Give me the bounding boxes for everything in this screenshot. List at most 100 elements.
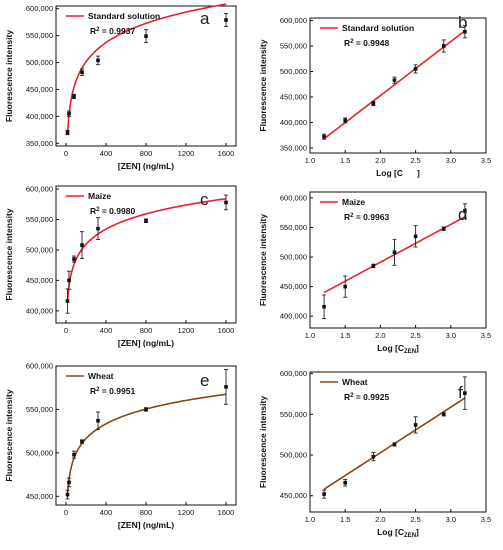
- data-point: [67, 480, 71, 485]
- legend-label: Wheat: [88, 371, 114, 381]
- r-squared-label: R2 = 0.9963: [344, 212, 389, 222]
- data-point: [463, 29, 467, 34]
- y-tick-label: 400,000: [26, 306, 53, 315]
- data-point: [96, 58, 100, 63]
- x-tick-label: 0: [64, 149, 68, 158]
- x-axis-title: [ZEN] (ng/mL): [118, 520, 174, 530]
- y-tick-label: 600,000: [26, 4, 53, 13]
- plot-frame: [55, 185, 237, 324]
- x-tick-label: 3.5: [481, 515, 491, 524]
- x-tick-label: 1.5: [340, 156, 350, 165]
- y-tick-label: 600,000: [280, 369, 307, 378]
- chart-panel-c: 0 400 800 1200 1600 400,000 450,000 500,000 550,…: [4, 185, 237, 348]
- legend-label: Standard solution: [88, 11, 160, 21]
- x-tick-label: 1200: [178, 508, 195, 517]
- x-tick-label: 3.0: [446, 331, 456, 340]
- x-axis-title: [ZEN] (ng/mL): [118, 338, 174, 348]
- y-tick-label: 500,000: [26, 58, 53, 67]
- y-tick-label: 450,000: [26, 85, 53, 94]
- y-tick-label: 450,000: [26, 492, 53, 501]
- data-point: [343, 480, 347, 485]
- data-point: [144, 34, 148, 38]
- data-point: [463, 209, 467, 213]
- data-point: [80, 70, 84, 75]
- data-point: [413, 423, 418, 427]
- panel-letter: a: [200, 9, 210, 28]
- x-tick-label: 3.0: [446, 515, 456, 524]
- data-point: [80, 439, 84, 444]
- panel-letter: e: [200, 371, 209, 390]
- y-tick-label: 600,000: [26, 185, 53, 194]
- data-point: [343, 118, 347, 123]
- chart-panel-e: 0 400 800 1200 1600 450,000 500,000 550,000 600,…: [4, 362, 237, 530]
- data-point: [224, 200, 228, 205]
- fit-line: [323, 30, 466, 140]
- data-point: [441, 44, 446, 48]
- legend-label: Wheat: [342, 377, 368, 387]
- data-point: [371, 264, 376, 268]
- r-squared-label: R2 = 0.9937: [90, 26, 135, 36]
- x-tick-label: 1.5: [340, 331, 350, 340]
- r-squared-label: R2 = 0.9925: [344, 392, 389, 402]
- data-point: [224, 18, 228, 22]
- legend-label: Maize: [88, 191, 111, 201]
- data-point: [392, 78, 397, 82]
- chart-panel-a: 0 400 800 1200 1600 350,000 400,000 450,000 500,…: [4, 3, 237, 171]
- x-tick-label: 800: [140, 149, 153, 158]
- y-tick-label: 400,000: [26, 112, 53, 121]
- chart-panel-d: 1.0 1.5 2.0 2.5 3.0 3.5 400,000 450,000 500,000 5…: [258, 191, 491, 355]
- x-tick-label: 2.5: [410, 331, 420, 340]
- data-point: [224, 385, 228, 389]
- y-tick-label: 600,000: [280, 193, 307, 202]
- data-point: [322, 492, 326, 496]
- y-axis-title: Fluorescence intensity: [258, 39, 268, 131]
- y-tick-label: 500,000: [280, 67, 307, 76]
- y-tick-label: 550,000: [280, 223, 307, 232]
- x-tick-label: 1200: [178, 149, 195, 158]
- data-point: [441, 226, 446, 231]
- panel-letter: f: [458, 383, 463, 402]
- x-tick-label: 1.0: [305, 515, 315, 524]
- y-axis-title: Fluorescence intensity: [4, 389, 14, 481]
- data-point: [413, 67, 418, 71]
- panel-letter: c: [200, 190, 209, 209]
- legend-label: Standard solution: [342, 23, 414, 33]
- x-tick-label: 2.5: [410, 515, 420, 524]
- y-tick-label: 550,000: [26, 215, 53, 224]
- y-axis-title: Fluorescence intensity: [4, 208, 14, 300]
- data-point: [67, 278, 71, 283]
- y-tick-label: 450,000: [280, 491, 307, 500]
- data-point: [371, 101, 376, 106]
- data-point: [72, 94, 76, 99]
- data-point: [96, 226, 100, 231]
- x-tick-label: 2.0: [375, 331, 385, 340]
- x-tick-label: 400: [100, 149, 113, 158]
- x-tick-label: 0: [64, 326, 68, 335]
- panel-letter: b: [458, 13, 467, 32]
- y-tick-label: 400,000: [280, 312, 307, 321]
- x-axis-title: [ZEN] (ng/mL): [118, 161, 174, 171]
- y-tick-label: 450,000: [280, 92, 307, 101]
- data-point: [144, 407, 148, 412]
- y-tick-label: 500,000: [26, 448, 53, 457]
- y-tick-label: 550,000: [280, 42, 307, 51]
- x-tick-label: 400: [100, 508, 113, 517]
- data-point: [65, 130, 70, 135]
- data-point: [144, 218, 148, 223]
- data-point: [343, 284, 347, 289]
- x-tick-label: 1600: [218, 508, 235, 517]
- x-tick-label: 1600: [218, 149, 235, 158]
- data-point: [72, 257, 76, 261]
- data-point: [96, 418, 100, 423]
- data-point: [392, 250, 397, 255]
- x-tick-label: 3.5: [481, 156, 491, 165]
- data-point: [413, 234, 418, 239]
- x-tick-label: 400: [100, 326, 113, 335]
- data-point: [371, 454, 376, 459]
- y-tick-label: 350,000: [26, 139, 53, 148]
- x-tick-label: 1.5: [340, 515, 350, 524]
- x-tick-label: 800: [140, 508, 153, 517]
- y-tick-label: 550,000: [280, 410, 307, 419]
- y-tick-label: 450,000: [26, 276, 53, 285]
